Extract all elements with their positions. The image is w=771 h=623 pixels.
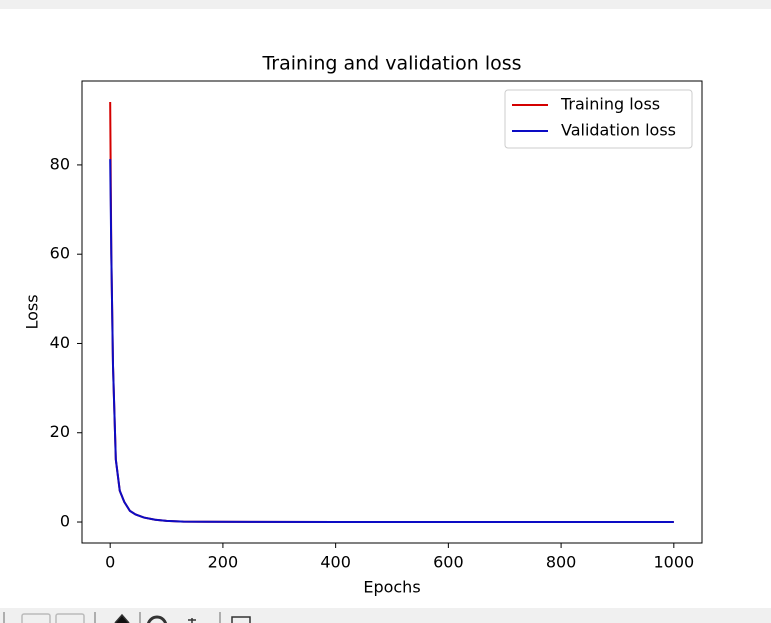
series-line xyxy=(109,159,674,523)
plot-frame xyxy=(81,80,703,544)
y-tick-label: 40 xyxy=(50,333,70,352)
x-tick-label: 1000 xyxy=(653,553,694,572)
legend-label: Validation loss xyxy=(561,121,676,140)
home-button[interactable] xyxy=(21,613,51,623)
chart-title: Training and validation loss xyxy=(261,53,521,75)
back-button[interactable] xyxy=(55,613,85,623)
y-tick-label: 80 xyxy=(50,154,70,173)
toolbar xyxy=(0,608,771,623)
legend-label: Training loss xyxy=(560,95,660,114)
toolbar-icons xyxy=(3,612,251,623)
save-button[interactable] xyxy=(231,616,251,623)
series-line xyxy=(109,101,674,523)
zoom-button[interactable] xyxy=(146,615,168,623)
legend-box xyxy=(504,89,693,149)
x-tick-label: 0 xyxy=(105,553,115,572)
x-axis-label: Epochs xyxy=(363,578,420,597)
x-tick-label: 200 xyxy=(208,553,239,572)
config-button[interactable] xyxy=(188,618,196,623)
top-bar xyxy=(0,0,771,9)
pan-button[interactable] xyxy=(114,613,130,623)
y-axis-label: Loss xyxy=(23,294,42,329)
x-tick-label: 400 xyxy=(320,553,351,572)
y-tick-label: 60 xyxy=(50,244,70,263)
y-tick-label: 0 xyxy=(60,512,70,531)
x-tick-label: 800 xyxy=(546,553,577,572)
y-tick-label: 20 xyxy=(50,422,70,441)
x-tick-label: 600 xyxy=(433,553,464,572)
